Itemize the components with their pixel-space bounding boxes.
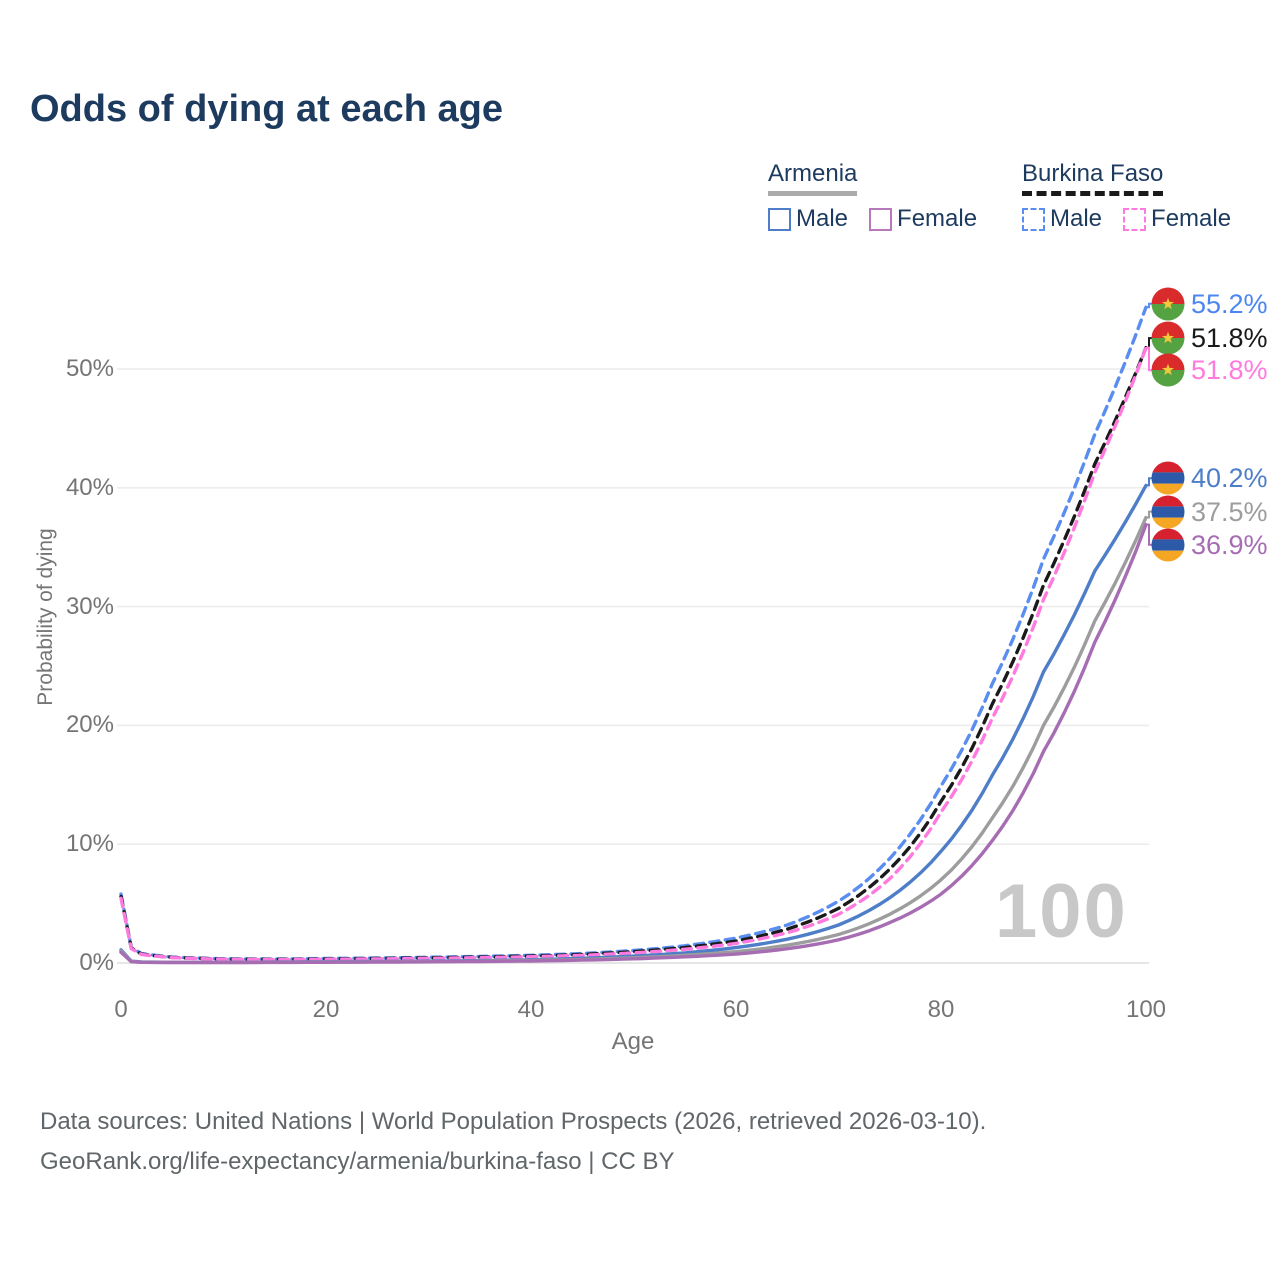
y-tick-label-50%: 50%	[65, 355, 114, 382]
legend-item-armenia-male[interactable]: Male	[768, 205, 848, 233]
legend-swatch-dashed	[1022, 207, 1045, 231]
legend-item-label: Male	[1050, 205, 1103, 232]
x-tick-label-0: 0	[114, 996, 128, 1023]
end-label-value: 37.5%	[1191, 496, 1268, 527]
end-label-value: 36.9%	[1191, 529, 1268, 560]
series-line-armenia-female	[119, 522, 1148, 965]
age-watermark: 100	[995, 869, 1128, 954]
legend-item-burkina-faso-female[interactable]: Female	[1123, 205, 1231, 233]
y-tick-label-0%: 0%	[79, 949, 114, 976]
end-label-value: 51.8%	[1191, 355, 1268, 386]
flag-icon-burkina-faso	[1151, 353, 1185, 387]
flag-icon-armenia	[1151, 528, 1185, 562]
flag-icon-burkina-faso	[1151, 321, 1185, 355]
legend-swatch-dashed	[1123, 207, 1147, 231]
legend-swatch-solid	[768, 207, 791, 231]
legend-heading: Burkina Faso	[1022, 160, 1164, 196]
legend-item-label: Female	[1151, 205, 1232, 232]
x-axis-title: Age	[611, 1028, 655, 1055]
series-line-armenia-male	[119, 483, 1148, 964]
x-tick-label-40: 40	[517, 996, 545, 1023]
end-label-armenia-female: 36.9%	[1151, 528, 1268, 562]
end-label-value: 55.2%	[1191, 288, 1268, 319]
x-tick-label-80: 80	[927, 996, 955, 1023]
end-label-value: 51.8%	[1191, 323, 1268, 354]
flag-icon-burkina-faso	[1151, 287, 1185, 321]
x-tick-label-100: 100	[1125, 996, 1167, 1023]
y-tick-label-40%: 40%	[65, 473, 114, 501]
x-tick-label-20: 20	[312, 996, 340, 1023]
end-label-burkina-faso-female: 51.8%	[1151, 353, 1268, 387]
footer-data-sources: Data sources: United Nations | World Pop…	[40, 1108, 987, 1135]
end-label-burkina-faso-male: 55.2%	[1151, 287, 1268, 321]
x-tick-label-60: 60	[722, 996, 750, 1023]
end-label-burkina-faso-both-sexes: 51.8%	[1151, 321, 1268, 355]
footer-attribution: GeoRank.org/life-expectancy/armenia/burk…	[40, 1148, 675, 1175]
flag-icon-armenia	[1151, 461, 1185, 495]
flag-icon-armenia	[1151, 495, 1185, 529]
legend-item-burkina-faso-male[interactable]: Male	[1022, 205, 1102, 233]
series-line-burkina-faso-male	[119, 305, 1148, 961]
legend-item-label: Female	[897, 205, 978, 232]
legend-item-label: Male	[796, 205, 849, 232]
y-tick-label-30%: 30%	[65, 592, 114, 620]
legend-heading: Armenia	[768, 160, 858, 196]
end-label-armenia-male: 40.2%	[1151, 461, 1268, 495]
end-label-value: 40.2%	[1191, 463, 1268, 494]
page-title: Odds of dying at each age	[30, 88, 503, 130]
end-label-armenia-both-sexes: 37.5%	[1151, 495, 1268, 529]
legend-group-armenia: Armenia Male Female	[768, 160, 977, 233]
legend-swatch-solid	[869, 207, 893, 231]
series-line-burkina-faso-female	[119, 345, 1148, 962]
series-line-burkina-faso-both-sexes	[119, 345, 1148, 962]
legend-group-burkina-faso: Burkina Faso Male Female	[1022, 160, 1231, 233]
legend-item-armenia-female[interactable]: Female	[869, 205, 977, 233]
y-tick-label-10%: 10%	[65, 830, 114, 858]
y-tick-label-20%: 20%	[65, 711, 114, 739]
series-line-armenia-both-sexes	[119, 515, 1148, 965]
